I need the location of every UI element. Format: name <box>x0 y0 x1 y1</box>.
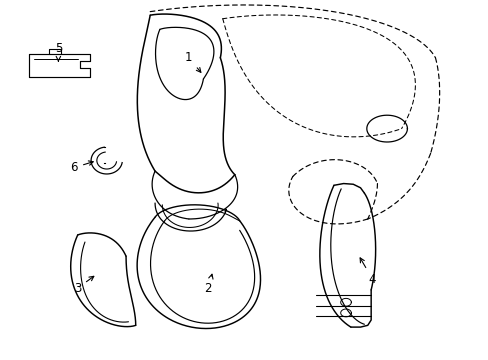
Text: 5: 5 <box>55 42 62 61</box>
Text: 1: 1 <box>185 51 201 72</box>
Text: 2: 2 <box>204 274 213 294</box>
Text: 6: 6 <box>70 161 93 174</box>
Text: 3: 3 <box>74 276 94 294</box>
Text: 4: 4 <box>359 258 376 286</box>
